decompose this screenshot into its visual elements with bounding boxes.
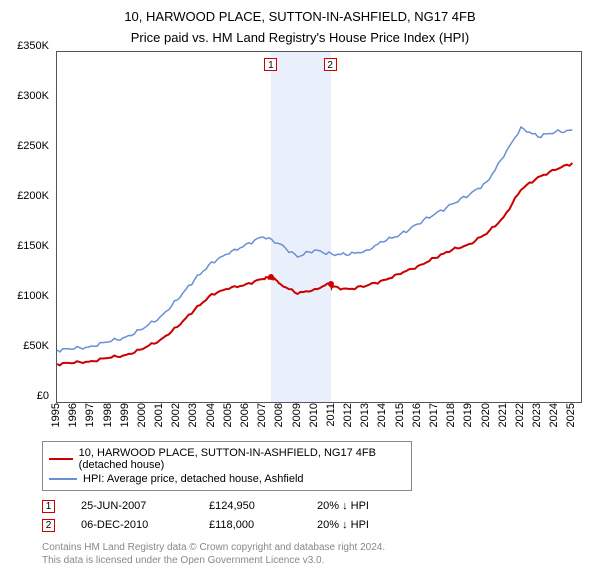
footer-line-1: Contains HM Land Registry data © Crown c… — [42, 541, 576, 554]
footer-line-2: This data is licensed under the Open Gov… — [42, 554, 576, 567]
x-tick-label: 2015 — [394, 403, 406, 427]
x-tick-label: 2025 — [565, 403, 577, 427]
x-tick-label: 2000 — [136, 403, 148, 427]
x-tick-label: 2023 — [531, 403, 543, 427]
x-tick-label: 2009 — [291, 403, 303, 427]
x-tick-label: 2017 — [428, 403, 440, 427]
x-axis-labels: 1995199619971998199920002001200220032004… — [56, 403, 582, 433]
sales-table: 1 25-JUN-2007 £124,950 20% ↓ HPI 2 06-DEC-201… — [42, 497, 576, 535]
x-tick-label: 2006 — [239, 403, 251, 427]
y-tick-label: £250K — [17, 140, 49, 152]
legend-label: 10, HARWOOD PLACE, SUTTON-IN-ASHFIELD, N… — [79, 447, 405, 471]
footer-attribution: Contains HM Land Registry data © Crown c… — [42, 541, 576, 567]
sale-delta: 20% ↓ HPI — [317, 519, 407, 531]
x-tick-label: 2002 — [170, 403, 182, 427]
sale-delta: 20% ↓ HPI — [317, 500, 407, 512]
x-tick-label: 2007 — [256, 403, 268, 427]
sale-row: 1 25-JUN-2007 £124,950 20% ↓ HPI — [42, 497, 576, 516]
y-tick-label: £300K — [17, 90, 49, 102]
series-hpi — [57, 127, 572, 352]
chart-container: 10, HARWOOD PLACE, SUTTON-IN-ASHFIELD, N… — [0, 0, 600, 573]
x-tick-label: 1996 — [67, 403, 79, 427]
x-tick-label: 2004 — [205, 403, 217, 427]
x-tick-label: 2011 — [325, 403, 337, 427]
plot-area: £0£50K£100K£150K£200K£250K£300K£350K 12 — [56, 51, 582, 403]
x-tick-label: 2012 — [342, 403, 354, 427]
chart-title: 10, HARWOOD PLACE, SUTTON-IN-ASHFIELD, N… — [12, 8, 588, 26]
x-tick-label: 2008 — [273, 403, 285, 427]
legend-row: 10, HARWOOD PLACE, SUTTON-IN-ASHFIELD, N… — [49, 446, 405, 472]
x-tick-label: 2021 — [497, 403, 509, 427]
legend-label: HPI: Average price, detached house, Ashf… — [83, 473, 304, 485]
x-tick-label: 1999 — [119, 403, 131, 427]
y-tick-label: £0 — [37, 390, 49, 402]
y-axis-labels: £0£50K£100K£150K£200K£250K£300K£350K — [13, 46, 53, 396]
series-price_paid — [57, 163, 572, 365]
y-tick-label: £150K — [17, 240, 49, 252]
y-tick-label: £200K — [17, 190, 49, 202]
x-tick-label: 2019 — [462, 403, 474, 427]
sale-row-marker: 2 — [42, 519, 55, 532]
x-tick-label: 2001 — [153, 403, 165, 427]
sale-price: £124,950 — [209, 500, 299, 512]
x-tick-label: 2018 — [445, 403, 457, 427]
sale-date: 25-JUN-2007 — [81, 500, 191, 512]
legend-swatch — [49, 458, 73, 460]
x-tick-label: 1997 — [84, 403, 96, 427]
sale-marker-dot — [328, 281, 334, 287]
y-tick-label: £350K — [17, 40, 49, 52]
x-tick-label: 2024 — [548, 403, 560, 427]
x-tick-label: 1995 — [50, 403, 62, 427]
chart-subtitle: Price paid vs. HM Land Registry's House … — [12, 30, 588, 45]
legend-swatch — [49, 478, 77, 480]
x-tick-label: 2016 — [411, 403, 423, 427]
y-tick-label: £50K — [23, 340, 49, 352]
x-tick-label: 2020 — [480, 403, 492, 427]
x-tick-label: 2022 — [514, 403, 526, 427]
legend: 10, HARWOOD PLACE, SUTTON-IN-ASHFIELD, N… — [42, 441, 412, 491]
chart-lines — [57, 52, 581, 402]
x-tick-label: 2013 — [359, 403, 371, 427]
x-tick-label: 2003 — [187, 403, 199, 427]
y-tick-label: £100K — [17, 290, 49, 302]
legend-row: HPI: Average price, detached house, Ashf… — [49, 472, 405, 486]
x-tick-label: 1998 — [102, 403, 114, 427]
sale-flag: 2 — [324, 58, 337, 71]
sale-date: 06-DEC-2010 — [81, 519, 191, 531]
sale-flag: 1 — [264, 58, 277, 71]
x-tick-label: 2014 — [376, 403, 388, 427]
sale-price: £118,000 — [209, 519, 299, 531]
x-tick-label: 2010 — [308, 403, 320, 427]
x-tick-label: 2005 — [222, 403, 234, 427]
sale-row: 2 06-DEC-2010 £118,000 20% ↓ HPI — [42, 516, 576, 535]
sale-row-marker: 1 — [42, 500, 55, 513]
